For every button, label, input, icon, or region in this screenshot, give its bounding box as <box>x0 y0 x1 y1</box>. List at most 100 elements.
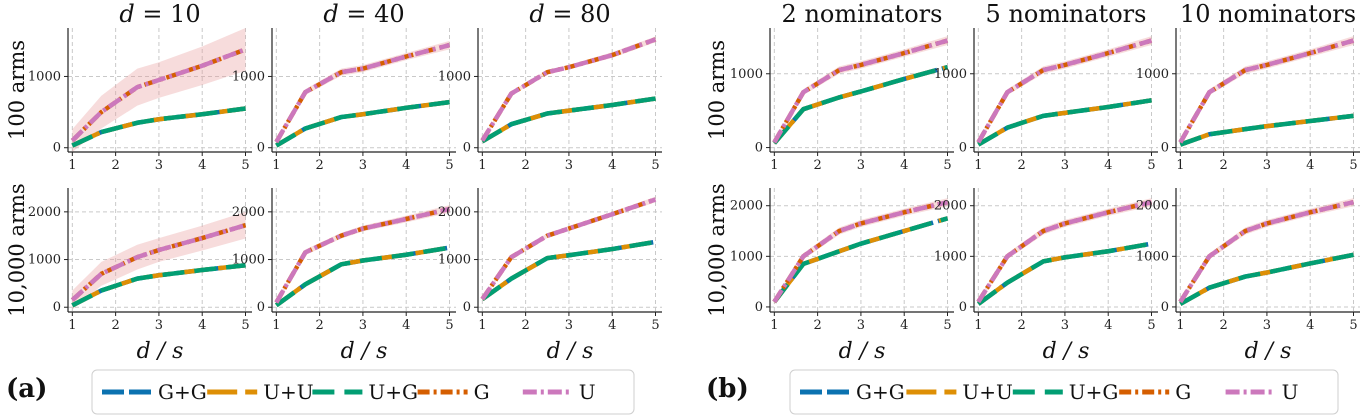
column-title: d = 10 <box>119 0 200 28</box>
x-tick-label: 5 <box>445 158 453 173</box>
x-tick-label: 3 <box>155 158 163 173</box>
legend-label: U+G <box>1069 380 1119 404</box>
legend-label: U+G <box>368 380 418 404</box>
x-tick-label: 3 <box>359 158 367 173</box>
x-tick-label: 3 <box>1061 158 1069 173</box>
y-tick-label: 1000 <box>438 69 471 84</box>
x-tick-label: 3 <box>155 318 163 333</box>
x-tick-label: 1 <box>478 158 486 173</box>
series-line-uplusg <box>481 239 656 301</box>
x-tick-label: 1 <box>770 158 778 173</box>
series-line-uplusg <box>481 96 656 144</box>
column-title-text: = 80 <box>545 0 611 28</box>
x-tick-label: 1 <box>68 158 76 173</box>
column-title: 5 nominators <box>986 0 1147 28</box>
column-title-text: = 10 <box>135 0 201 28</box>
series-line-uplusg <box>772 216 949 304</box>
legend-label: G+G <box>856 380 905 404</box>
x-tick-label: 4 <box>1306 318 1314 333</box>
y-tick-label: 0 <box>755 300 763 315</box>
x-tick-label: 3 <box>359 318 367 333</box>
row-label: 100 arms <box>5 40 29 140</box>
y-tick-label: 1000 <box>232 253 265 268</box>
x-tick-label: 2 <box>1219 318 1227 333</box>
series-line-u <box>274 206 451 304</box>
y-tick-label: 1000 <box>1136 67 1169 82</box>
y-tick-label: 2000 <box>730 199 763 214</box>
legend-label: U <box>579 380 596 404</box>
x-tick-label: 1 <box>1176 318 1184 333</box>
series-line-uplusg <box>71 106 246 148</box>
series-line-uplusg <box>977 98 1152 147</box>
series-line-u <box>70 223 247 302</box>
series-line-uplusg <box>1179 113 1354 147</box>
y-tick-label: 1000 <box>730 67 763 82</box>
x-tick-label: 3 <box>1061 318 1069 333</box>
x-tick-label: 4 <box>900 318 908 333</box>
y-tick-label: 0 <box>959 300 967 315</box>
series-line-uplusu <box>481 239 656 301</box>
y-tick-label: 1000 <box>28 253 61 268</box>
x-tick-label: 4 <box>608 158 616 173</box>
panel-a-1-0: 1 2 3 4 5 0 1000 2000 <box>28 188 252 333</box>
x-tick-label: 3 <box>857 158 865 173</box>
x-axis-label: d / s <box>1245 339 1292 364</box>
y-tick-label: 2000 <box>438 205 471 220</box>
x-tick-label: 1 <box>1176 158 1184 173</box>
x-axis-label: d / s <box>839 339 886 364</box>
panel-tag: (b) <box>706 374 749 404</box>
legend-label: G+G <box>158 380 207 404</box>
x-tick-label: 4 <box>1104 158 1112 173</box>
x-axis-label: d / s <box>341 339 388 364</box>
panel-b-0-0: 1 2 3 4 5 0 1000 <box>730 28 954 173</box>
legend-label: U <box>1282 380 1299 404</box>
row-label: 10,000 arms <box>705 183 729 316</box>
x-tick-label: 4 <box>608 318 616 333</box>
column-title-text: 2 nominators <box>782 0 943 28</box>
column-title: 10 nominators <box>1180 0 1356 28</box>
y-tick-label: 2000 <box>232 205 265 220</box>
column-title-var: d <box>119 0 134 28</box>
x-tick-label: 2 <box>813 158 821 173</box>
x-tick-label: 1 <box>272 158 280 173</box>
x-axis-label: d / s <box>1043 339 1090 364</box>
series-line-g <box>1178 38 1355 144</box>
x-tick-label: 2 <box>1017 158 1025 173</box>
x-tick-label: 4 <box>198 318 206 333</box>
series-line-u <box>70 47 247 143</box>
series-line-u <box>976 38 1153 144</box>
x-tick-label: 5 <box>651 158 659 173</box>
series-line-g <box>480 197 657 301</box>
x-tick-label: 2 <box>111 158 119 173</box>
x-tick-label: 4 <box>1306 158 1314 173</box>
row-label: 10,000 arms <box>5 183 29 316</box>
column-title-text: 5 nominators <box>986 0 1147 28</box>
x-tick-label: 1 <box>478 318 486 333</box>
series-line-uplusg <box>275 99 450 148</box>
x-tick-label: 1 <box>770 318 778 333</box>
series-line-gplusg <box>481 239 656 301</box>
confidence-band <box>72 28 246 152</box>
y-tick-label: 1000 <box>1136 249 1169 264</box>
x-tick-label: 1 <box>68 318 76 333</box>
x-tick-label: 3 <box>857 318 865 333</box>
column-title-text: 10 nominators <box>1180 0 1356 28</box>
legend-box <box>91 369 635 415</box>
x-tick-label: 2 <box>521 318 529 333</box>
series-line-uplusg <box>1179 252 1354 306</box>
series-line-uplusu <box>976 241 1152 306</box>
x-tick-label: 5 <box>943 158 951 173</box>
x-tick-label: 5 <box>241 318 249 333</box>
x-tick-label: 5 <box>1147 318 1155 333</box>
x-tick-label: 2 <box>521 158 529 173</box>
x-tick-label: 2 <box>813 318 821 333</box>
y-tick-label: 0 <box>1161 141 1169 156</box>
series-line-uplusu <box>275 245 450 308</box>
